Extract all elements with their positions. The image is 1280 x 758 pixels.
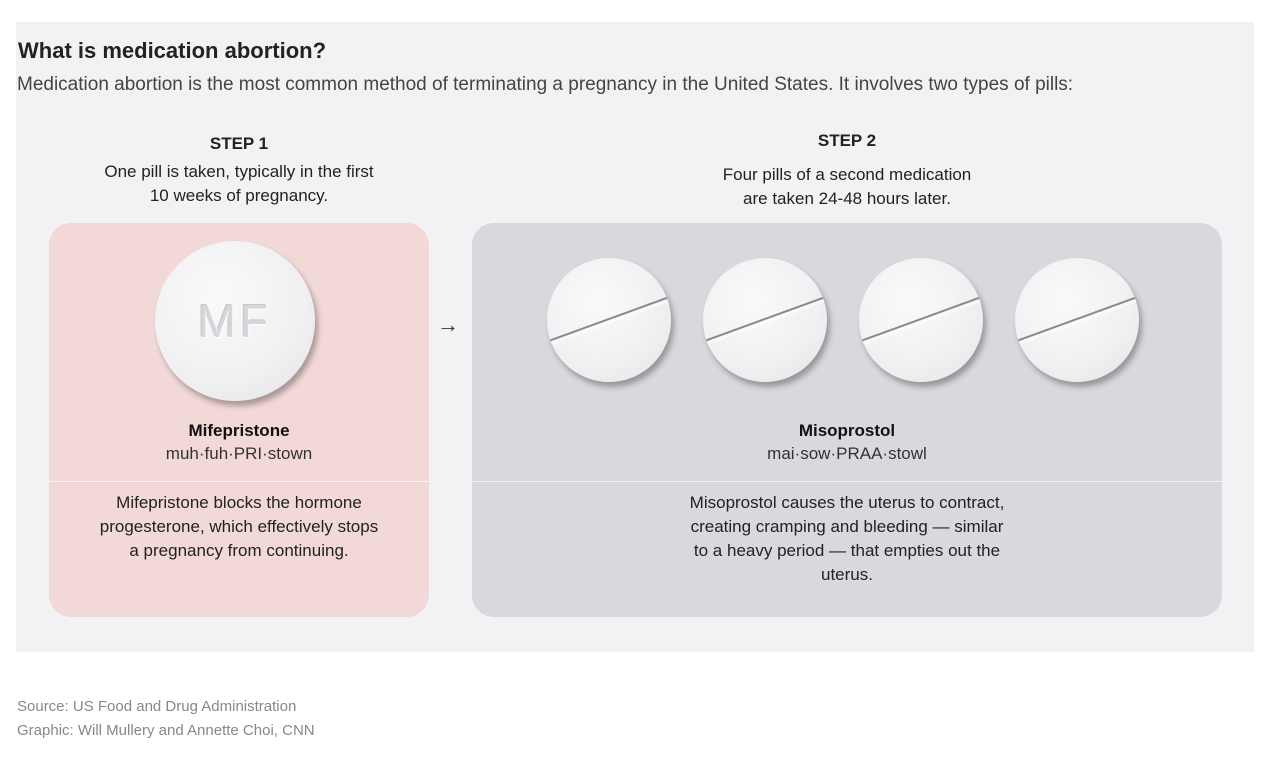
divider bbox=[472, 481, 1222, 482]
step2-label: STEP 2 bbox=[817, 131, 877, 150]
drug-name: Mifepristone bbox=[188, 421, 290, 440]
drug-name: Misoprostol bbox=[798, 421, 896, 440]
drug-description: Misoprostol causes the uterus to contrac… bbox=[472, 491, 1222, 587]
step1-text-2: 10 weeks of pregnancy. bbox=[149, 186, 329, 205]
drug-label: Misoprostol mai·sow·PRAA·stowl bbox=[472, 419, 1222, 465]
mifepristone-pill-icon: MF bbox=[155, 241, 315, 401]
desc-line: uterus. bbox=[821, 565, 873, 584]
drug-label: Mifepristone muh·fuh·PRI·stown bbox=[49, 419, 429, 465]
misoprostol-card: Misoprostol mai·sow·PRAA·stowl Misoprost… bbox=[472, 223, 1222, 617]
misoprostol-pill-icon bbox=[1015, 258, 1139, 382]
subtitle: Medication abortion is the most common m… bbox=[17, 74, 1074, 95]
arrow-right-icon: → bbox=[437, 312, 459, 337]
step1-header: STEP 1 One pill is taken, typically in t… bbox=[49, 132, 429, 208]
mifepristone-card: MF Mifepristone muh·fuh·PRI·stown Mifepr… bbox=[49, 223, 429, 617]
step1-text-1: One pill is taken, typically in the firs… bbox=[104, 162, 374, 181]
drug-pronunciation: muh·fuh·PRI·stown bbox=[165, 444, 313, 463]
desc-line: Mifepristone blocks the hormone bbox=[116, 493, 362, 512]
step1-label: STEP 1 bbox=[209, 134, 269, 153]
desc-line: creating cramping and bleeding — similar bbox=[690, 517, 1004, 536]
step2-text-2: are taken 24-48 hours later. bbox=[743, 189, 951, 208]
credit-note: Graphic: Will Mullery and Annette Choi, … bbox=[17, 722, 315, 739]
pill-marking: MF bbox=[197, 295, 273, 347]
desc-line: a pregnancy from continuing. bbox=[129, 541, 349, 560]
desc-line: Misoprostol causes the uterus to contrac… bbox=[689, 493, 1005, 512]
misoprostol-pill-icon bbox=[547, 258, 671, 382]
misoprostol-pill-icon bbox=[703, 258, 827, 382]
source-note: Source: US Food and Drug Administration bbox=[17, 698, 297, 715]
step2-header: STEP 2 Four pills of a second medication… bbox=[472, 129, 1222, 211]
divider bbox=[49, 481, 429, 482]
drug-description: Mifepristone blocks the hormone progeste… bbox=[49, 491, 429, 563]
desc-line: progesterone, which effectively stops bbox=[99, 517, 379, 536]
title: What is medication abortion? bbox=[18, 38, 327, 63]
step2-text-1: Four pills of a second medication bbox=[722, 165, 972, 184]
drug-pronunciation: mai·sow·PRAA·stowl bbox=[767, 444, 927, 463]
misoprostol-pill-icon bbox=[859, 258, 983, 382]
desc-line: to a heavy period — that empties out the bbox=[693, 541, 1001, 560]
